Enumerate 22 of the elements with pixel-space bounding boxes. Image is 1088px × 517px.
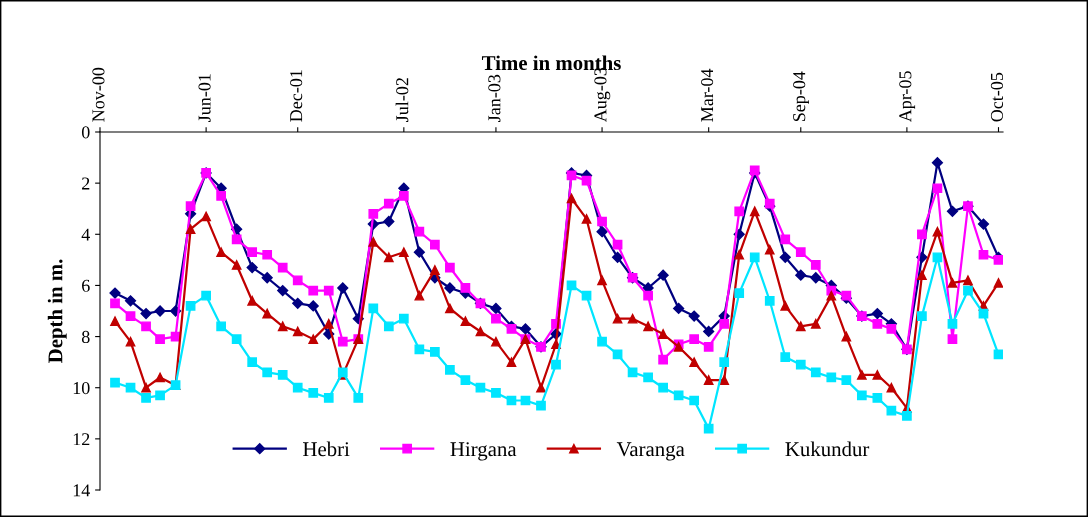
legend-label: Hirgana <box>450 442 517 461</box>
x-tick-label: Apr-05 <box>899 71 916 123</box>
y-axis-title: Depth in m. <box>47 259 67 364</box>
x-tick-label: Jul-02 <box>395 78 409 122</box>
y-tick-label: 6 <box>82 279 90 292</box>
y-tick-label: 10 <box>73 381 90 395</box>
legend-label: Kukundur <box>785 441 870 457</box>
y-tick-label: 0 <box>81 126 90 139</box>
y-tick-label: 12 <box>73 433 90 446</box>
legend-label: Varanga <box>616 442 685 461</box>
x-tick-label: Dec-01 <box>290 70 303 122</box>
x-tick-label: Jun-01 <box>198 74 211 122</box>
x-tick-label: Mar-04 <box>701 68 714 122</box>
x-tick-label: Oct-05 <box>990 72 1004 122</box>
x-tick-label: Nov-00 <box>92 67 105 122</box>
y-tick-label: 4 <box>81 228 90 241</box>
y-tick-label: 8 <box>81 330 90 344</box>
x-tick-label: Jan-03 <box>488 74 501 122</box>
x-tick-label: Sep-04 <box>793 71 809 122</box>
y-tick-label: 2 <box>82 177 90 190</box>
legend-label: Hebri <box>303 441 350 457</box>
y-tick-label: 14 <box>73 484 90 497</box>
